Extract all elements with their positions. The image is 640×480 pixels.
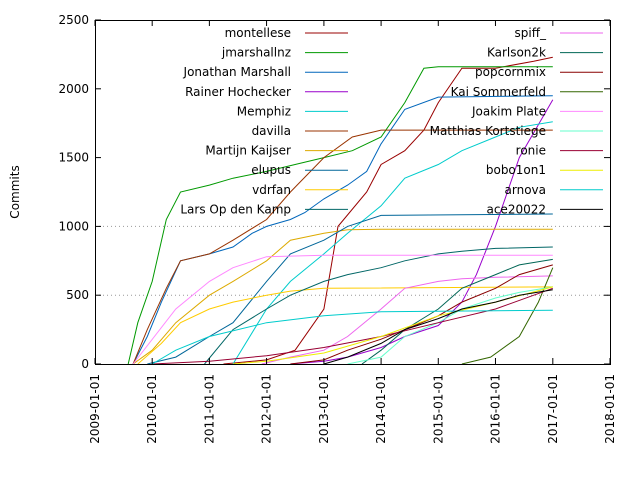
series-line-spiff_ — [261, 275, 553, 365]
x-tick-label: 2014-01-01 — [374, 374, 388, 444]
legend-label: elupus — [251, 163, 291, 177]
series-line-joakim-plate — [132, 254, 553, 365]
legend-label: spiff_ — [515, 26, 547, 40]
axis-ticks: 0 500 1000 1500 2000 2500 2009-01-01 2010-01-01… — [58, 13, 617, 444]
y-tick-label: 1000 — [58, 219, 89, 233]
series-line-jonathan-marshall — [132, 95, 553, 365]
legend-label: ace20022 — [486, 202, 546, 216]
series-line-ronie — [152, 287, 553, 365]
series-line-rainer-hochecker — [290, 99, 554, 365]
x-tick-label: 2010-01-01 — [145, 374, 159, 444]
x-tick-label: 2011-01-01 — [202, 374, 216, 444]
y-tick-label: 2000 — [58, 82, 89, 96]
legend-label: davilla — [252, 124, 291, 138]
y-tick-label: 2500 — [58, 13, 89, 27]
y-axis-title: Commits — [8, 165, 22, 218]
x-tick-label: 2018-01-01 — [603, 374, 617, 444]
legend-label: Lars Op den Kamp — [180, 202, 291, 216]
series-lines — [127, 56, 554, 365]
series-line-montellese — [223, 56, 553, 365]
series-line-karlson2k — [361, 258, 553, 365]
legend-label: vdrfan — [252, 183, 291, 197]
x-tick-label: 2013-01-01 — [317, 374, 331, 444]
legend-label: Memphiz — [237, 104, 291, 118]
legend-label: Karlson2k — [487, 46, 546, 60]
legend-label: bobo1on1 — [486, 163, 546, 177]
legend-label: Joakim Plate — [471, 104, 546, 118]
legend-label: Matthias Kortstiege — [430, 124, 546, 138]
legend-label: Jonathan Marshall — [183, 65, 291, 79]
legend-label: Martijn Kaijser — [205, 144, 291, 158]
series-line-lars-op-den-kamp — [204, 246, 553, 365]
series-line-davilla — [132, 129, 553, 365]
legend-label: Rainer Hochecker — [185, 85, 291, 99]
series-line-vdrfan — [137, 286, 553, 365]
gridlines — [95, 225, 610, 296]
series-line-ace20022 — [323, 289, 553, 365]
plot-border — [95, 20, 611, 365]
x-tick-label: 2009-01-01 — [88, 374, 102, 444]
series-line-jmarshallnz — [127, 66, 553, 365]
x-tick-label: 2017-01-01 — [546, 374, 560, 444]
x-tick-label: 2016-01-01 — [488, 374, 502, 444]
series-line-kai-sommerfeld — [461, 267, 554, 365]
legend-label: Kai Sommerfeld — [451, 85, 546, 99]
legend-label: arnova — [505, 183, 546, 197]
legend: montellese jmarshallnz Jonathan Marshall Ra… — [180, 26, 603, 216]
x-tick-label: 2012-01-01 — [260, 374, 274, 444]
series-line-martijn-kaijser — [132, 228, 553, 365]
y-tick-label: 1500 — [58, 151, 89, 165]
legend-label: jmarshallnz — [221, 46, 291, 60]
x-tick-label: 2015-01-01 — [431, 374, 445, 444]
legend-label: montellese — [225, 26, 291, 40]
y-tick-label: 500 — [66, 288, 89, 302]
series-line-arnova — [151, 309, 553, 365]
series-line-elupus — [147, 213, 553, 365]
y-tick-label: 0 — [81, 357, 89, 371]
series-line-matthias-kortstiege — [347, 286, 553, 365]
legend-label: ronie — [516, 144, 546, 158]
series-line-memphiz — [232, 121, 553, 365]
series-line-popcornmix — [290, 264, 553, 365]
legend-label: popcornmix — [475, 65, 546, 79]
